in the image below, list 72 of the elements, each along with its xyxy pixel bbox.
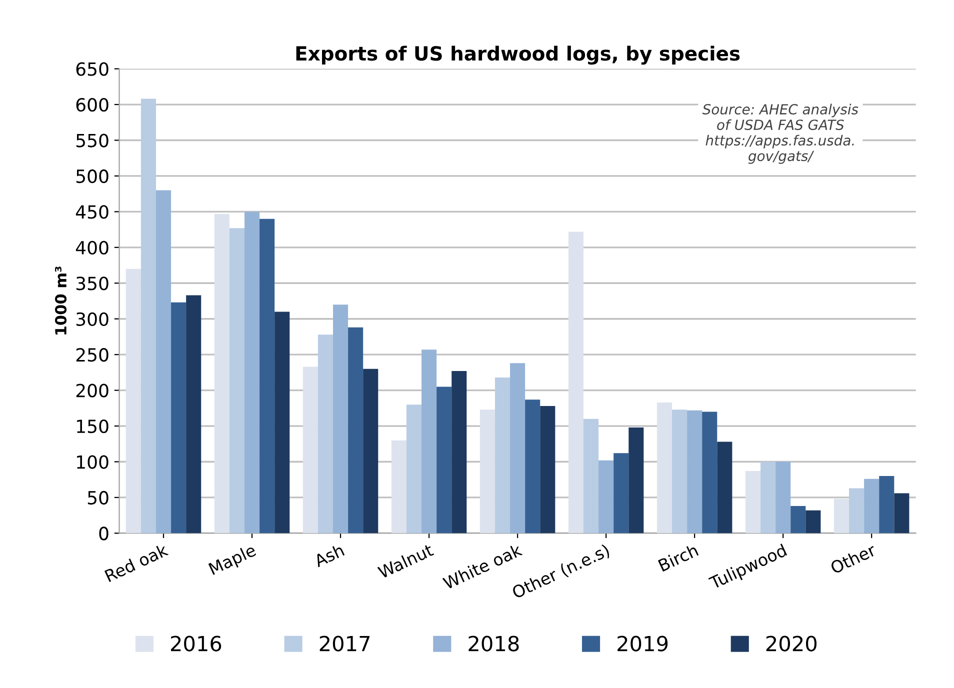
- bar: [214, 214, 230, 534]
- y-tick-label: 200: [76, 384, 108, 398]
- y-tick-label: 300: [76, 312, 108, 326]
- y-tick-label: 550: [76, 134, 108, 148]
- bar: [186, 295, 202, 534]
- y-tick-label: 250: [76, 348, 108, 362]
- bar: [363, 368, 378, 534]
- bar: [776, 462, 791, 534]
- bar: [760, 462, 776, 534]
- bar: [406, 404, 422, 534]
- bar: [717, 442, 732, 534]
- legend-label: 2017: [320, 636, 370, 652]
- bar: [140, 98, 156, 534]
- bar: [628, 427, 644, 534]
- bar: [391, 440, 406, 534]
- chart-title: Exports of US hardwood logs, by species: [296, 46, 740, 65]
- bar: [849, 488, 864, 534]
- bar: [894, 493, 910, 534]
- bar: [480, 410, 495, 534]
- legend-label: 2020: [766, 636, 816, 652]
- bar: [302, 366, 318, 534]
- bar: [436, 386, 452, 534]
- bar: [525, 400, 540, 534]
- bar: [171, 302, 186, 534]
- bar: [598, 460, 614, 534]
- legend-label: 2016: [170, 636, 222, 652]
- bar: [614, 453, 629, 534]
- x-tick-label: Red oak: [104, 542, 169, 582]
- y-tick-label: 100: [77, 455, 108, 469]
- y-tick-label: 500: [76, 169, 108, 184]
- y-axis-title: 1000 m³: [54, 266, 67, 334]
- legend-label: 2018: [468, 636, 519, 652]
- bar: [834, 498, 850, 534]
- bar: [583, 418, 599, 534]
- x-tick-label: Ash: [312, 544, 345, 568]
- bar: [745, 471, 761, 534]
- bar: [229, 228, 244, 534]
- bar: [156, 190, 172, 534]
- y-tick-label: 0: [99, 526, 108, 540]
- y-tick-label: 650: [76, 62, 108, 76]
- bar: [510, 363, 526, 534]
- x-tick-label: Other: [830, 542, 878, 574]
- bar: [864, 478, 880, 534]
- bar: [274, 312, 290, 534]
- y-tick-label: 600: [76, 98, 108, 112]
- y-tick-label: 50: [88, 490, 108, 505]
- bar: [702, 412, 718, 534]
- bar: [333, 304, 348, 534]
- bar: [494, 377, 510, 534]
- bar: [318, 334, 333, 534]
- bar: [672, 410, 688, 534]
- bar: [260, 218, 275, 534]
- annotation: Source: AHEC analysis of USDA FAS GATS https://apps.fas.usda. gov/gats/: [702, 104, 858, 164]
- bar: [687, 410, 702, 534]
- y-tick-label: 400: [76, 240, 108, 255]
- bar: [244, 212, 260, 534]
- bar: [656, 402, 672, 534]
- x-tick-label: Maple: [208, 543, 258, 578]
- bar: [806, 510, 821, 534]
- y-tick-label: 350: [76, 276, 108, 290]
- bar: [452, 371, 467, 534]
- legend-label: 2019: [618, 636, 668, 652]
- y-tick-label: 450: [76, 205, 108, 219]
- x-tick-label: Birch: [658, 544, 699, 572]
- bar: [790, 506, 806, 534]
- bar: [540, 406, 556, 534]
- bar: [568, 232, 584, 534]
- bar: [348, 327, 364, 534]
- bar: [126, 268, 141, 534]
- bar: [879, 476, 894, 534]
- bar: [422, 350, 437, 534]
- y-tick-label: 150: [77, 419, 108, 434]
